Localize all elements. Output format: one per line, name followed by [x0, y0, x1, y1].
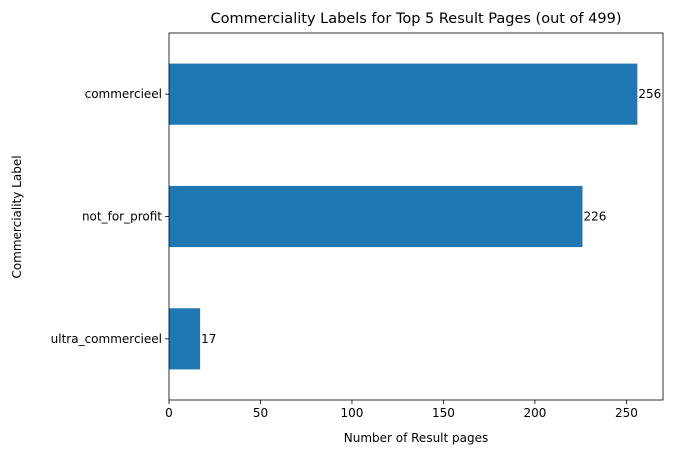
- data-label: 17: [201, 332, 216, 346]
- x-axis-label: Number of Result pages: [344, 431, 489, 445]
- chart-title: Commerciality Labels for Top 5 Result Pa…: [211, 11, 622, 27]
- y-tick-label: ultra_commercieel: [51, 332, 162, 346]
- x-tick-label: 200: [523, 406, 546, 420]
- x-tick-label: 50: [253, 406, 268, 420]
- plot-area: commercieel 256 not_for_profit 226 ultra_com…: [51, 32, 664, 420]
- bar-commercieel: [169, 63, 638, 125]
- x-tick-label: 150: [432, 406, 455, 420]
- bar-not-for-profit: [169, 185, 583, 248]
- bar-ultra-commercieel: [169, 308, 201, 370]
- x-tick-label: 100: [341, 406, 364, 420]
- axes-frame: [168, 32, 664, 401]
- y-axis-label: Commerciality Label: [10, 155, 24, 278]
- y-tick-label: not_for_profit: [82, 210, 162, 224]
- data-label: 226: [583, 210, 606, 224]
- x-tick-label: 0: [165, 406, 173, 420]
- x-tick-label: 250: [615, 406, 638, 420]
- y-tick-label: commercieel: [85, 87, 162, 101]
- data-label: 256: [638, 87, 661, 101]
